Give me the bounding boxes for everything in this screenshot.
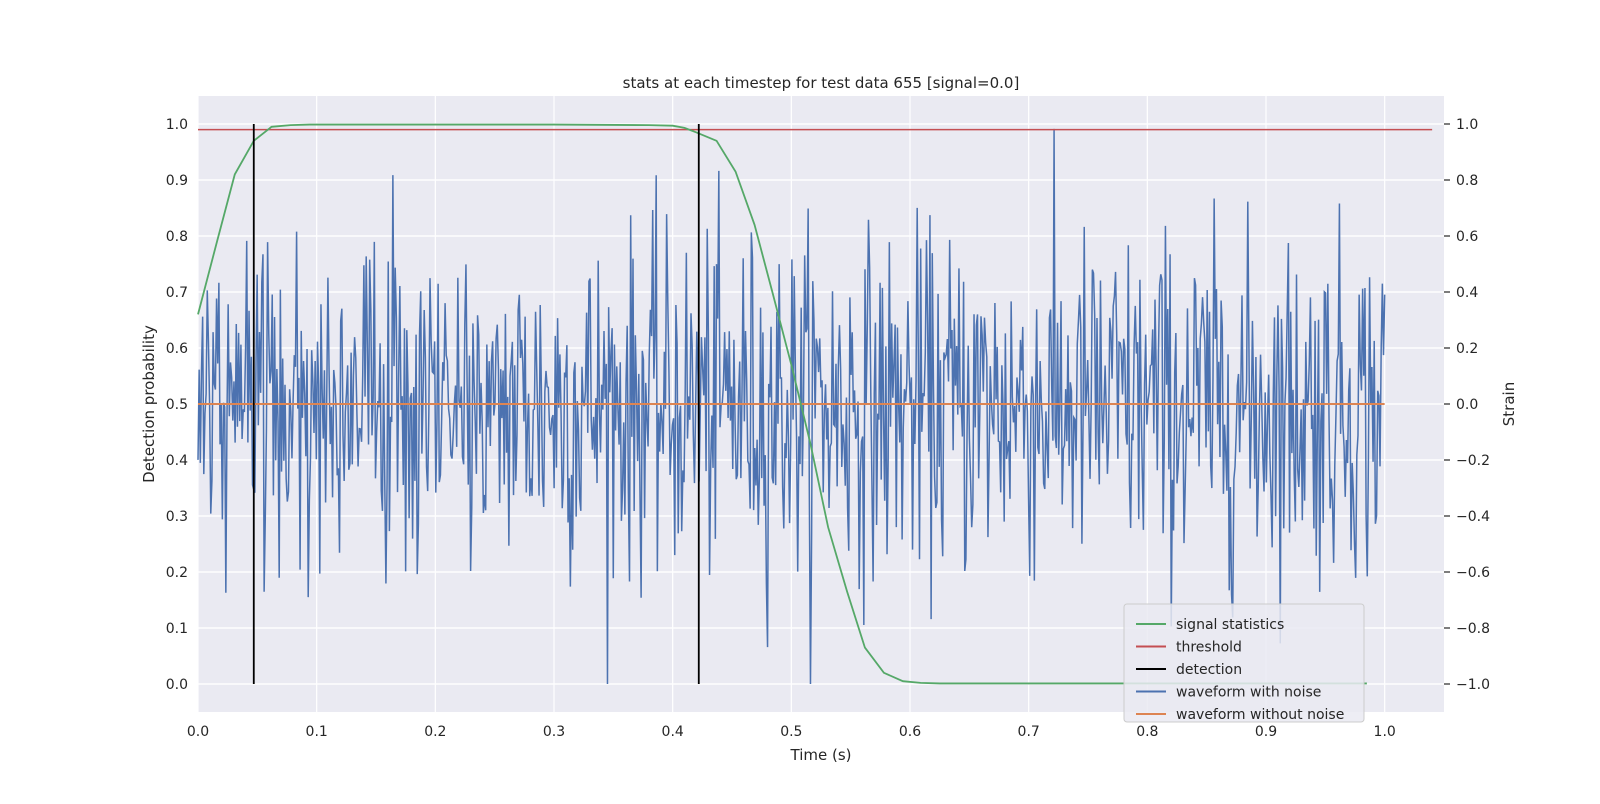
y-right-tick-label: −0.4	[1456, 509, 1490, 525]
y-right-tick-label: −0.6	[1456, 565, 1490, 581]
y-right-tick-label: −0.2	[1456, 453, 1490, 469]
legend: signal statistics threshold detection wavef…	[1123, 603, 1365, 723]
legend-label: waveform with noise	[1176, 685, 1321, 701]
y-right-tick-label: −0.8	[1456, 621, 1490, 637]
y-left-tick-label: 0.5	[166, 397, 188, 413]
chart-title: stats at each timestep for test data 655…	[623, 74, 1020, 92]
x-tick-label: 0.1	[306, 724, 328, 740]
x-tick-label: 0.2	[424, 724, 446, 740]
legend-box	[1123, 603, 1365, 723]
x-tick-label: 0.7	[1018, 724, 1040, 740]
series-line-signal-statistics	[197, 123, 1367, 685]
y-left-tick-label: 1.0	[166, 117, 188, 133]
x-tick-label: 0.0	[187, 724, 209, 740]
y-axis-label-left: Detection probability	[140, 325, 158, 483]
y-right-tick-label: 0.2	[1456, 341, 1478, 357]
y-right-tick-label: 0.0	[1456, 397, 1478, 413]
y-left-tick-label: 0.0	[166, 677, 188, 693]
x-tick-label: 1.0	[1374, 724, 1396, 740]
y-left-tick-label: 0.2	[166, 565, 188, 581]
legend-label: detection	[1176, 662, 1242, 678]
y-left-tick-label: 0.8	[166, 229, 188, 245]
tick-labels: 0.0 0.1 0.2 0.3 0.4 0.5 0.6 0.7 0.8 0.9 1.0 0.0 0.1 0…	[166, 117, 1490, 740]
x-axis-label: Time (s)	[790, 746, 852, 764]
y-right-tick-label: 0.4	[1456, 285, 1478, 301]
y-left-tick-label: 0.7	[166, 285, 188, 301]
x-tick-label: 0.6	[899, 724, 921, 740]
series-layer	[197, 123, 1433, 685]
x-tick-label: 0.5	[780, 724, 802, 740]
y-left-tick-label: 0.3	[166, 509, 188, 525]
y-left-tick-label: 0.6	[166, 341, 188, 357]
y-right-tick-label: −1.0	[1456, 677, 1490, 693]
x-tick-label: 0.8	[1136, 724, 1158, 740]
legend-label: signal statistics	[1176, 617, 1284, 633]
y-right-tick-label: 1.0	[1456, 117, 1478, 133]
x-tick-label: 0.9	[1255, 724, 1277, 740]
x-tick-label: 0.3	[543, 724, 565, 740]
y-left-tick-label: 0.9	[166, 173, 188, 189]
legend-label: waveform without noise	[1176, 707, 1344, 723]
y-axis-label-right: Strain	[1500, 382, 1518, 426]
series-line-waveform-with-noise	[197, 128, 1386, 685]
y-right-tick-label: 0.6	[1456, 229, 1478, 245]
y-left-tick-label: 0.1	[166, 621, 188, 637]
y-left-tick-label: 0.4	[166, 453, 188, 469]
x-tick-label: 0.4	[662, 724, 684, 740]
legend-label: threshold	[1176, 640, 1242, 656]
y-right-tick-label: 0.8	[1456, 173, 1478, 189]
